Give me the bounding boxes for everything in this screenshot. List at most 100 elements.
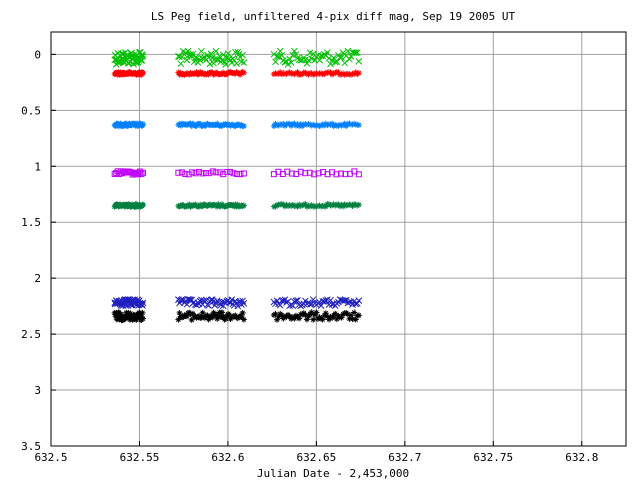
data-point — [324, 313, 331, 320]
data-point — [272, 310, 279, 317]
x-tick-label: 632.7 — [388, 451, 421, 464]
data-point — [352, 316, 359, 323]
data-point — [214, 315, 221, 322]
data-point — [176, 310, 183, 317]
data-point — [219, 51, 227, 59]
data-point — [306, 169, 313, 176]
y-tick-labels: 0 0.5 1 1.5 2 2.5 3 3.5 — [21, 48, 41, 453]
data-point — [324, 69, 331, 76]
series-1 — [111, 69, 362, 78]
data-point — [238, 58, 245, 66]
data-point — [230, 170, 237, 177]
data-point — [338, 71, 345, 78]
data-point — [216, 169, 223, 176]
data-point — [286, 313, 293, 320]
data-point — [176, 53, 183, 60]
data-point — [206, 170, 213, 177]
data-point — [322, 310, 329, 317]
data-point — [223, 313, 230, 320]
data-point — [230, 56, 238, 64]
data-point — [278, 51, 286, 59]
data-point — [346, 315, 353, 322]
chart-title: LS Peg field, unfiltered 4-pix diff mag,… — [151, 10, 516, 23]
data-point — [333, 171, 340, 178]
data-point — [311, 171, 318, 178]
data-point — [270, 50, 278, 58]
data-point — [319, 316, 326, 323]
data-point — [283, 121, 290, 128]
data-point — [338, 54, 345, 61]
data-point — [189, 169, 196, 176]
data-point — [355, 312, 362, 319]
data-point — [310, 316, 317, 323]
data-point — [299, 202, 306, 209]
data-point — [215, 312, 222, 319]
data-point — [355, 201, 362, 208]
data-point — [209, 168, 216, 175]
data-point — [296, 71, 303, 78]
data-point — [308, 122, 315, 129]
data-point — [353, 49, 361, 57]
data-point — [350, 49, 358, 57]
x-tick-label: 632.55 — [120, 451, 160, 464]
data-point — [186, 201, 193, 208]
data-point — [140, 169, 146, 176]
data-point — [189, 310, 196, 317]
data-point — [310, 121, 317, 128]
data-point — [205, 302, 213, 309]
data-point — [332, 69, 339, 76]
data-point — [177, 122, 184, 129]
data-point — [240, 59, 248, 66]
data-point — [284, 168, 291, 175]
data-point — [314, 203, 321, 210]
data-point — [138, 170, 145, 177]
data-point — [349, 316, 356, 323]
data-point — [209, 314, 216, 321]
data-point — [336, 121, 343, 128]
data-point — [239, 309, 246, 316]
data-point — [212, 47, 220, 55]
data-point — [355, 58, 363, 65]
data-point — [217, 203, 224, 210]
data-point — [336, 54, 344, 61]
data-point — [316, 56, 323, 64]
data-point — [183, 313, 190, 320]
data-point — [332, 121, 339, 128]
data-point — [333, 315, 340, 322]
x-tick-label: 632.8 — [565, 451, 598, 464]
data-point — [140, 315, 146, 322]
data-point — [355, 70, 362, 77]
data-point — [352, 201, 359, 208]
data-point — [313, 70, 320, 77]
data-point — [240, 316, 247, 323]
data-point — [289, 70, 296, 77]
data-point — [302, 121, 309, 128]
data-point — [220, 313, 227, 320]
data-point — [233, 60, 240, 67]
data-point — [198, 47, 205, 55]
y-tick-label: 0.5 — [21, 104, 41, 117]
data-point — [233, 171, 240, 178]
data-point — [199, 170, 206, 177]
data-point — [207, 50, 215, 58]
data-point — [140, 121, 146, 128]
data-point — [278, 312, 285, 319]
data-point — [139, 52, 147, 60]
data-point — [322, 203, 329, 210]
data-point — [240, 170, 247, 177]
data-point — [351, 309, 358, 316]
data-points — [111, 47, 363, 324]
y-tick-label: 1.5 — [21, 216, 41, 229]
data-point — [351, 120, 358, 127]
data-point — [283, 70, 290, 77]
data-point — [193, 69, 200, 76]
data-point — [140, 202, 146, 209]
data-point — [355, 171, 362, 178]
data-point — [213, 169, 220, 176]
data-point — [302, 170, 309, 177]
data-point — [338, 314, 345, 321]
data-point — [344, 311, 351, 318]
data-point — [116, 316, 123, 323]
data-point — [308, 309, 315, 316]
